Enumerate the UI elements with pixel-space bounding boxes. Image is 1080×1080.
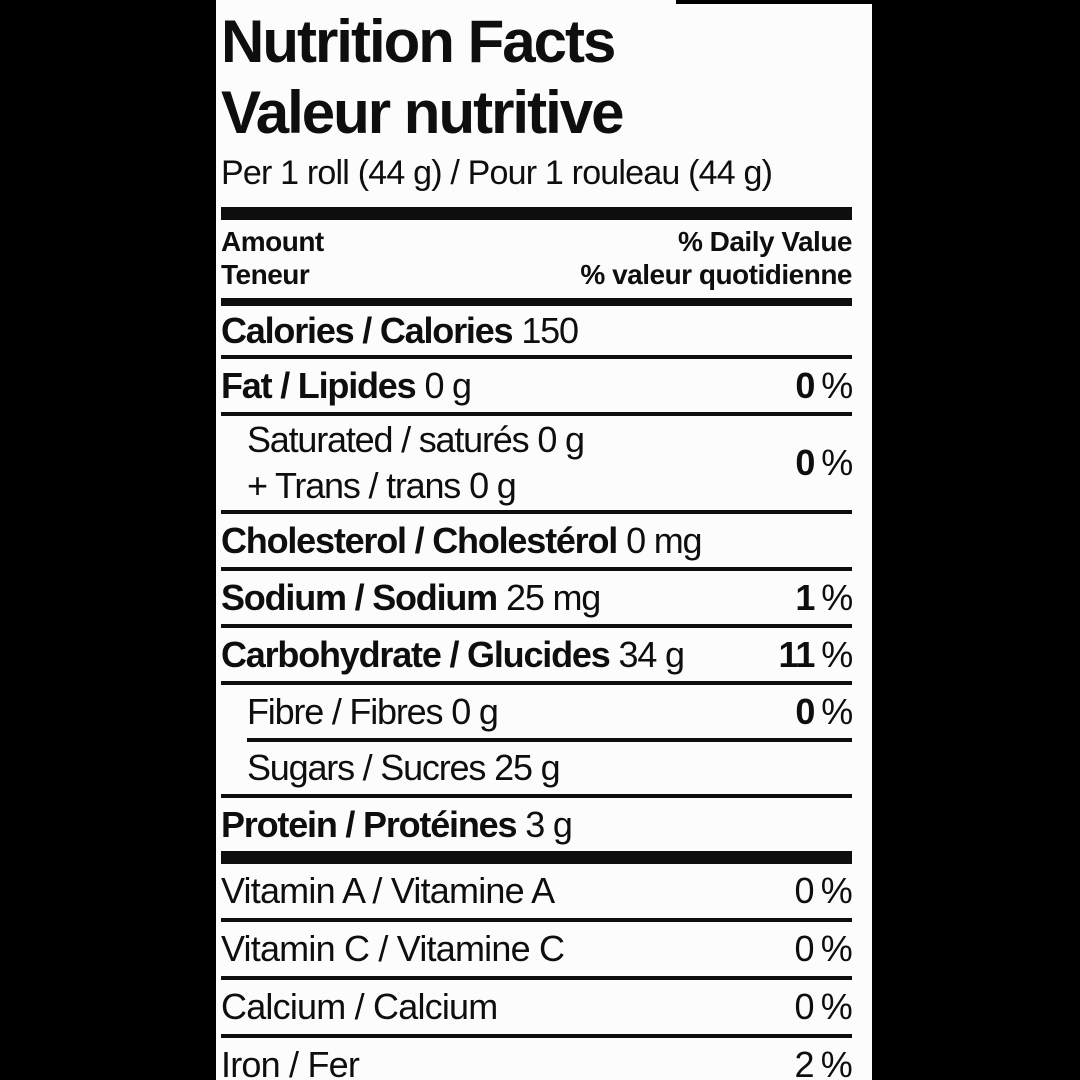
nutrient-name: Protein / Protéines xyxy=(221,803,517,845)
amount-label-fr: Teneur xyxy=(221,259,310,290)
row-vitamin-c: Vitamin C / Vitamine C 0% xyxy=(221,922,853,980)
row-text: Saturated / saturés 0 g + Trans / trans 0 … xyxy=(221,417,585,509)
nutrient-name: Saturated / saturés xyxy=(247,419,530,460)
nutrient-amount: 0 g xyxy=(451,690,499,732)
serving-size-line: Per 1 roll (44 g) / Pour 1 rouleau (44 g… xyxy=(221,154,773,192)
nutrition-facts-label: Nutrition Facts Valeur nutritive Per 1 r… xyxy=(216,0,872,1080)
row-text: Sugars / Sucres 25 g xyxy=(221,747,561,789)
row-fat: Fat / Lipides 0 g 0% xyxy=(221,359,853,416)
nutrient-name: Vitamin A / Vitamine A xyxy=(221,870,555,911)
row-protein: Protein / Protéines 3 g xyxy=(221,798,852,851)
nutrient-name: Carbohydrate / Glucides xyxy=(221,633,611,675)
row-carbohydrate: Carbohydrate / Glucides 34 g 11% xyxy=(221,628,854,685)
nutrient-amount: 150 xyxy=(521,309,579,351)
saturated-line: Saturated / saturés 0 g xyxy=(247,417,585,463)
nutrient-name: Sodium / Sodium xyxy=(221,576,498,618)
amount-column-header: Amount Teneur xyxy=(221,225,324,291)
daily-value-percent: 0% xyxy=(795,690,853,732)
daily-value-percent: 0% xyxy=(795,442,853,483)
scan-edge-artifact xyxy=(676,0,872,4)
daily-value-percent: 1% xyxy=(795,576,853,618)
nutrient-amount: 0 g xyxy=(537,419,585,460)
daily-value-percent: 0% xyxy=(794,870,853,911)
amount-label-en: Amount xyxy=(221,226,324,257)
nutrient-name: Calories / Calories xyxy=(221,309,514,351)
nutrient-name: Fibre / Fibres xyxy=(247,690,443,732)
nutrient-amount: 0 g xyxy=(424,364,472,406)
nutrient-amount: 3 g xyxy=(525,803,573,845)
row-text: Fibre / Fibres 0 g xyxy=(221,690,499,733)
title-english: Nutrition Facts xyxy=(221,8,616,75)
row-calcium: Calcium / Calcium 0% xyxy=(221,980,853,1038)
row-text: Cholesterol / Cholestérol 0 mg xyxy=(221,519,703,562)
row-saturated-trans: Saturated / saturés 0 g + Trans / trans 0 … xyxy=(221,416,853,514)
daily-value-percent: 0% xyxy=(794,928,853,969)
nutrient-name: Calcium / Calcium xyxy=(221,986,498,1027)
row-text: Protein / Protéines 3 g xyxy=(221,803,573,846)
nutrient-amount: 0 g xyxy=(469,465,517,506)
separator-bar-top xyxy=(221,207,852,220)
nutrient-name: Vitamin C / Vitamine C xyxy=(221,928,565,969)
row-vitamin-a: Vitamin A / Vitamine A 0% xyxy=(221,864,853,922)
daily-value-percent: 0% xyxy=(795,364,853,406)
row-calories: Calories / Calories 150 xyxy=(221,306,852,359)
row-sodium: Sodium / Sodium 25 mg 1% xyxy=(221,571,853,628)
daily-value-percent: 11% xyxy=(778,633,854,675)
separator-bar-header xyxy=(221,298,852,306)
trans-line: + Trans / trans 0 g xyxy=(247,463,584,509)
row-fibre: Fibre / Fibres 0 g 0% xyxy=(221,685,853,738)
daily-value-percent: 0% xyxy=(794,986,853,1027)
nutrient-amount: 25 mg xyxy=(506,576,601,618)
nutrient-amount: 0 mg xyxy=(626,519,702,561)
daily-value-percent: 2% xyxy=(794,1044,853,1080)
nutrient-amount: 25 g xyxy=(494,747,560,788)
row-cholesterol: Cholesterol / Cholestérol 0 mg xyxy=(221,514,852,571)
daily-value-label-fr: % valeur quotidienne xyxy=(580,259,852,290)
indented-separator-rule xyxy=(247,738,852,742)
separator-bar-micronutrients xyxy=(221,851,852,864)
nutrient-name: Cholesterol / Cholestérol xyxy=(221,519,618,561)
nutrient-amount: 34 g xyxy=(618,633,685,675)
nutrient-name: Fat / Lipides xyxy=(221,364,417,406)
row-text: Fat / Lipides 0 g xyxy=(221,364,472,407)
title-french: Valeur nutritive xyxy=(221,79,624,146)
row-sugars: Sugars / Sucres 25 g xyxy=(221,742,852,798)
row-text: Carbohydrate / Glucides 34 g xyxy=(221,633,685,676)
row-iron: Iron / Fer 2% xyxy=(221,1038,853,1080)
nutrient-name: Iron / Fer xyxy=(221,1044,360,1080)
row-text: Sodium / Sodium 25 mg xyxy=(221,576,601,619)
column-header-row: Amount Teneur % Daily Value % valeur quo… xyxy=(221,220,852,298)
nutrient-name: + Trans / trans xyxy=(247,465,461,506)
nutrient-name: Sugars / Sucres xyxy=(247,747,486,788)
daily-value-column-header: % Daily Value % valeur quotidienne xyxy=(580,225,852,291)
row-text: Calories / Calories 150 xyxy=(221,309,579,352)
daily-value-label-en: % Daily Value xyxy=(677,226,853,257)
